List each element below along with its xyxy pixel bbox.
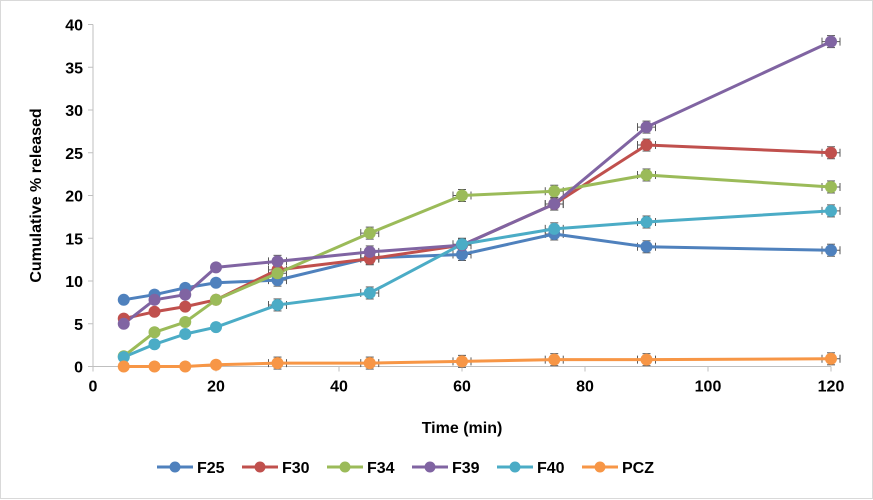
series-line-f40	[123, 209, 832, 359]
data-point-f40	[640, 216, 653, 229]
x-axis-label: Time (min)	[422, 420, 503, 437]
x-tick-label: 20	[207, 379, 225, 396]
data-point-pcz	[363, 357, 376, 370]
data-point-f40	[271, 298, 284, 311]
series-line-f39	[122, 40, 832, 325]
legend-item-f34: F34	[327, 460, 395, 477]
data-point-f34	[456, 189, 468, 202]
x-tick-label: 0	[89, 379, 98, 396]
legend-item-pcz: PCZ	[582, 460, 654, 477]
data-point-f30	[640, 139, 653, 152]
y-tick-label: 40	[65, 18, 83, 35]
data-point-f40	[548, 222, 561, 235]
series-line-f25	[123, 232, 832, 302]
legend-label: F40	[537, 460, 565, 477]
legend-marker	[254, 461, 266, 473]
legend-label: F39	[452, 460, 480, 477]
data-point-pcz	[640, 353, 653, 366]
data-point-pcz	[179, 360, 192, 373]
data-point-f39	[179, 288, 192, 301]
y-tick-label: 35	[65, 60, 83, 77]
data-point-f40	[825, 204, 837, 217]
data-point-f25	[640, 240, 653, 253]
data-point-f34	[825, 180, 837, 193]
y-tick-label: 15	[65, 231, 83, 248]
data-point-f39	[210, 261, 222, 274]
legend-item-f39: F39	[412, 460, 480, 477]
legend-marker	[509, 461, 521, 473]
data-point-f34	[271, 267, 284, 280]
data-point-f39	[825, 35, 837, 48]
data-point-f34	[548, 185, 561, 198]
data-point-f39	[548, 198, 561, 211]
legend-label: F34	[367, 460, 395, 477]
y-tick-label: 0	[74, 360, 83, 377]
data-point-pcz	[117, 360, 130, 373]
x-tick-label: 120	[818, 379, 845, 396]
data-point-f34	[179, 316, 192, 329]
data-point-f25	[456, 248, 468, 261]
data-point-f34	[640, 168, 653, 181]
data-point-pcz	[825, 352, 837, 365]
data-point-f40	[117, 351, 130, 364]
legend-marker	[424, 461, 436, 473]
y-tick-label: 5	[74, 317, 83, 334]
data-point-pcz	[271, 357, 284, 370]
data-point-f40	[179, 328, 192, 341]
x-tick-label: 60	[453, 379, 471, 396]
data-point-f40	[456, 238, 468, 251]
series-lines	[122, 40, 832, 368]
legend-item-f30: F30	[242, 460, 310, 477]
x-tick-label: 80	[576, 379, 594, 396]
data-point-pcz	[210, 358, 222, 371]
data-point-f39	[271, 255, 284, 268]
data-point-pcz	[456, 355, 468, 368]
series-line-pcz	[123, 357, 832, 368]
x-tick-label: 40	[330, 379, 348, 396]
data-point-pcz	[548, 353, 561, 366]
series-line-f30	[123, 143, 832, 321]
legend-marker	[169, 461, 181, 473]
data-point-f34	[148, 326, 161, 339]
y-tick-label: 20	[65, 189, 83, 206]
y-tick-label: 25	[65, 146, 83, 163]
legend: F25 F30 F34 F39 F40 PCZ	[157, 460, 654, 477]
legend-marker	[594, 461, 606, 473]
series-points	[117, 35, 837, 373]
legend-label: PCZ	[622, 460, 654, 477]
data-point-f30	[179, 300, 192, 313]
data-point-f25	[210, 276, 222, 289]
data-point-f40	[210, 321, 222, 334]
legend-marker	[339, 461, 351, 473]
data-point-f40	[363, 286, 376, 299]
axes: 0 5 10 15 20 25 30 35 40 0 20 40 60 80 100 120	[65, 18, 844, 396]
data-point-f30	[148, 305, 161, 318]
legend-item-f40: F40	[497, 460, 565, 477]
y-tick-label: 30	[65, 103, 83, 120]
y-tick-label: 10	[65, 274, 83, 291]
y-axis-label: Cumulative % released	[28, 108, 45, 282]
data-point-f34	[210, 293, 222, 306]
data-point-f30	[825, 146, 837, 159]
x-tick-label: 100	[695, 379, 722, 396]
legend-label: F30	[282, 460, 310, 477]
series-line-f34	[122, 173, 832, 358]
data-point-pcz	[148, 360, 161, 373]
data-point-f39	[363, 245, 376, 258]
legend-item-f25: F25	[157, 460, 225, 477]
data-point-f25	[825, 244, 837, 257]
data-point-f39	[640, 121, 653, 134]
data-point-f39	[117, 317, 130, 330]
legend-label: F25	[197, 460, 225, 477]
data-point-f34	[363, 227, 376, 240]
data-point-f40	[148, 338, 161, 351]
data-point-f25	[117, 293, 130, 306]
data-point-f39	[148, 293, 161, 306]
